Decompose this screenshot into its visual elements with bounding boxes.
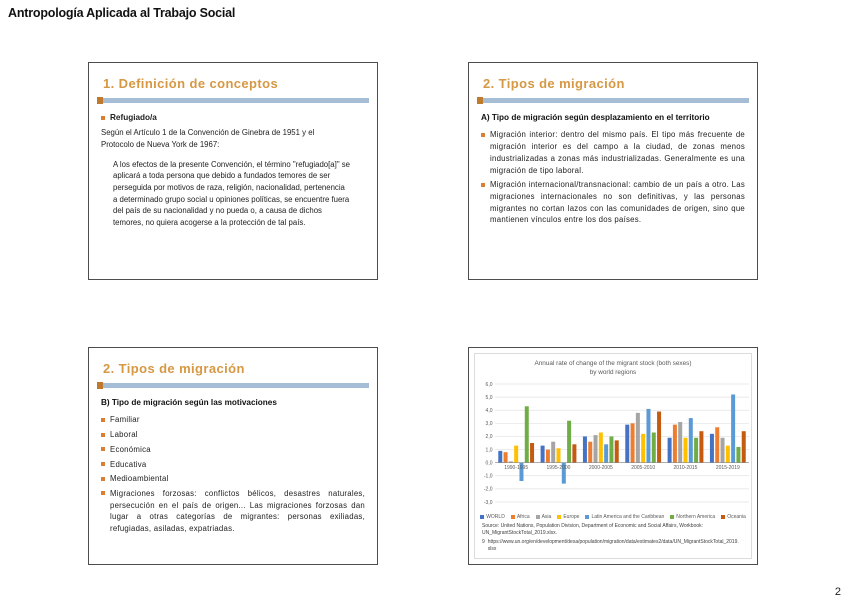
- legend-item: Europe: [557, 514, 579, 520]
- svg-text:2000-2005: 2000-2005: [589, 465, 613, 471]
- svg-text:3,0: 3,0: [486, 421, 493, 427]
- slide-4-migration-chart: Annual rate of change of the migrant sto…: [468, 347, 758, 565]
- legend-label: Oceania: [727, 513, 746, 520]
- source-text: Source: United Nations, Population Divis…: [482, 523, 704, 537]
- legend-swatch-icon: [557, 514, 562, 519]
- svg-text:0,0: 0,0: [486, 460, 493, 466]
- bullet-square-icon: [101, 115, 105, 120]
- term-bullet: Refugiado/a: [101, 112, 365, 124]
- slide-1-title: 1. Definición de conceptos: [103, 76, 279, 91]
- bullet-square-icon: [101, 476, 105, 481]
- svg-text:-3,0: -3,0: [484, 500, 493, 506]
- chart-container: Annual rate of change of the migrant sto…: [474, 353, 752, 559]
- chart-title-line-1: Annual rate of change of the migrant sto…: [534, 360, 692, 367]
- section-b-heading: B) Tipo de migración según las motivacio…: [101, 398, 277, 407]
- legend-label: Asia: [541, 513, 552, 520]
- legend-label: Africa: [516, 513, 530, 520]
- legend-label: Northern America: [676, 513, 716, 520]
- migrant-stock-bar-chart: 6,0 5,0 4,0 3,0 2,0 1,0 0,0 -1,0 -2,0 -3,0 1990-19…: [484, 382, 749, 506]
- legend-label: WORLD: [486, 513, 505, 520]
- svg-text:2005-2010: 2005-2010: [631, 465, 655, 471]
- slide-1-divider: [97, 97, 369, 104]
- convention-quote: A los efectos de la presente Convención,…: [113, 159, 350, 228]
- svg-text:-1,0: -1,0: [484, 474, 493, 480]
- legend-swatch-icon: [721, 514, 726, 519]
- legend-swatch-icon: [670, 514, 675, 519]
- term-label: Refugiado/a: [110, 113, 157, 122]
- chart-source-block: Source: United Nations, Population Divis…: [482, 523, 744, 553]
- svg-text:5,0: 5,0: [486, 395, 493, 401]
- slide-1-definicion-conceptos: 1. Definición de conceptos Refugiado/a S…: [88, 62, 378, 280]
- bullet-text: Migraciones forzosas: conflictos bélicos…: [110, 488, 365, 533]
- slide-3-divider: [97, 382, 369, 389]
- list-item: Migración internacional/transnacional: c…: [481, 179, 745, 226]
- definition-intro: Según el Artículo 1 de la Convención de …: [101, 128, 315, 149]
- legend-swatch-icon: [480, 514, 485, 519]
- legend-item: Oceania: [721, 514, 746, 520]
- list-item: Migraciones forzosas: conflictos bélicos…: [101, 488, 365, 535]
- legend-swatch-icon: [585, 514, 590, 519]
- slide-2-title: 2. Tipos de migración: [483, 76, 625, 91]
- bullet-square-icon: [101, 417, 105, 422]
- slide-2-divider: [477, 97, 749, 104]
- bullet-square-icon: [101, 432, 105, 437]
- list-item: Económica: [101, 444, 365, 456]
- svg-text:2010-2015: 2010-2015: [674, 465, 698, 471]
- legend-item: Africa: [510, 513, 530, 520]
- slide-number-marker: [477, 97, 483, 104]
- bullet-text: Migración internacional/transnacional: c…: [490, 180, 745, 225]
- svg-text:6,0: 6,0: [486, 382, 493, 388]
- chart-legend: WORLD Africa Asia Europe Latin America and t…: [475, 514, 751, 520]
- legend-item: Northern America: [670, 514, 715, 520]
- chart-title-line-2: by world regions: [589, 368, 637, 376]
- svg-text:1995-2000: 1995-2000: [547, 465, 571, 471]
- section-a-heading: A) Tipo de migración según desplazamient…: [481, 113, 710, 122]
- slide-2-tipos-migracion-territorio: 2. Tipos de migración A) Tipo de migraci…: [468, 62, 758, 280]
- legend-swatch-icon: [535, 514, 540, 519]
- svg-text:1990-1995: 1990-1995: [504, 465, 528, 471]
- legend-label: Europe: [563, 513, 580, 520]
- list-item: Educativa: [101, 459, 365, 471]
- bullet-text: Laboral: [110, 430, 138, 440]
- footnote-number: 9: [482, 538, 485, 545]
- source-url: https://www.un.org/en/development/desa/p…: [487, 538, 739, 552]
- source-url-row: 9 https://www.un.org/en/development/desa…: [482, 539, 744, 554]
- svg-text:-2,0: -2,0: [484, 487, 493, 493]
- bullet-square-icon: [481, 182, 485, 187]
- svg-text:1,0: 1,0: [486, 447, 493, 453]
- bullet-text: Migración interior: dentro del mismo paí…: [490, 130, 745, 175]
- chart-title: Annual rate of change of the migrant sto…: [475, 360, 751, 378]
- slide-number-marker: [97, 382, 103, 389]
- bullet-square-icon: [101, 447, 105, 452]
- slide-number-marker: [97, 97, 103, 104]
- svg-text:2015-2019: 2015-2019: [716, 465, 740, 471]
- list-item: Laboral: [101, 429, 365, 441]
- bullet-text: Educativa: [110, 459, 147, 469]
- document-title: Antropología Aplicada al Trabajo Social: [8, 6, 236, 20]
- slide-3-content: B) Tipo de migración según las motivacio…: [89, 397, 377, 535]
- bullet-text: Familiar: [110, 415, 140, 425]
- bullet-text: Medioambiental: [110, 474, 169, 484]
- list-item: Medioambiental: [101, 473, 365, 485]
- bullet-square-icon: [101, 462, 105, 467]
- list-item: Familiar: [101, 414, 365, 426]
- legend-label: Latin America and the Caribbean: [591, 513, 665, 520]
- slide-3-title: 2. Tipos de migración: [103, 361, 245, 376]
- bullet-square-icon: [481, 132, 485, 137]
- legend-swatch-icon: [510, 514, 515, 519]
- legend-item: Asia: [535, 513, 552, 520]
- svg-text:4,0: 4,0: [486, 408, 493, 414]
- slide-3-tipos-migracion-motivaciones: 2. Tipos de migración B) Tipo de migraci…: [88, 347, 378, 565]
- bullet-square-icon: [101, 491, 105, 496]
- legend-item: Latin America and the Caribbean: [585, 514, 664, 520]
- svg-text:2,0: 2,0: [486, 434, 493, 440]
- list-item: Migración interior: dentro del mismo paí…: [481, 129, 745, 176]
- slide-1-content: Refugiado/a Según el Artículo 1 de la Co…: [89, 112, 377, 229]
- legend-item: WORLD: [480, 514, 505, 520]
- slide-2-content: A) Tipo de migración según desplazamient…: [469, 112, 757, 226]
- page-number: 2: [834, 586, 841, 598]
- bullet-text: Económica: [110, 444, 151, 454]
